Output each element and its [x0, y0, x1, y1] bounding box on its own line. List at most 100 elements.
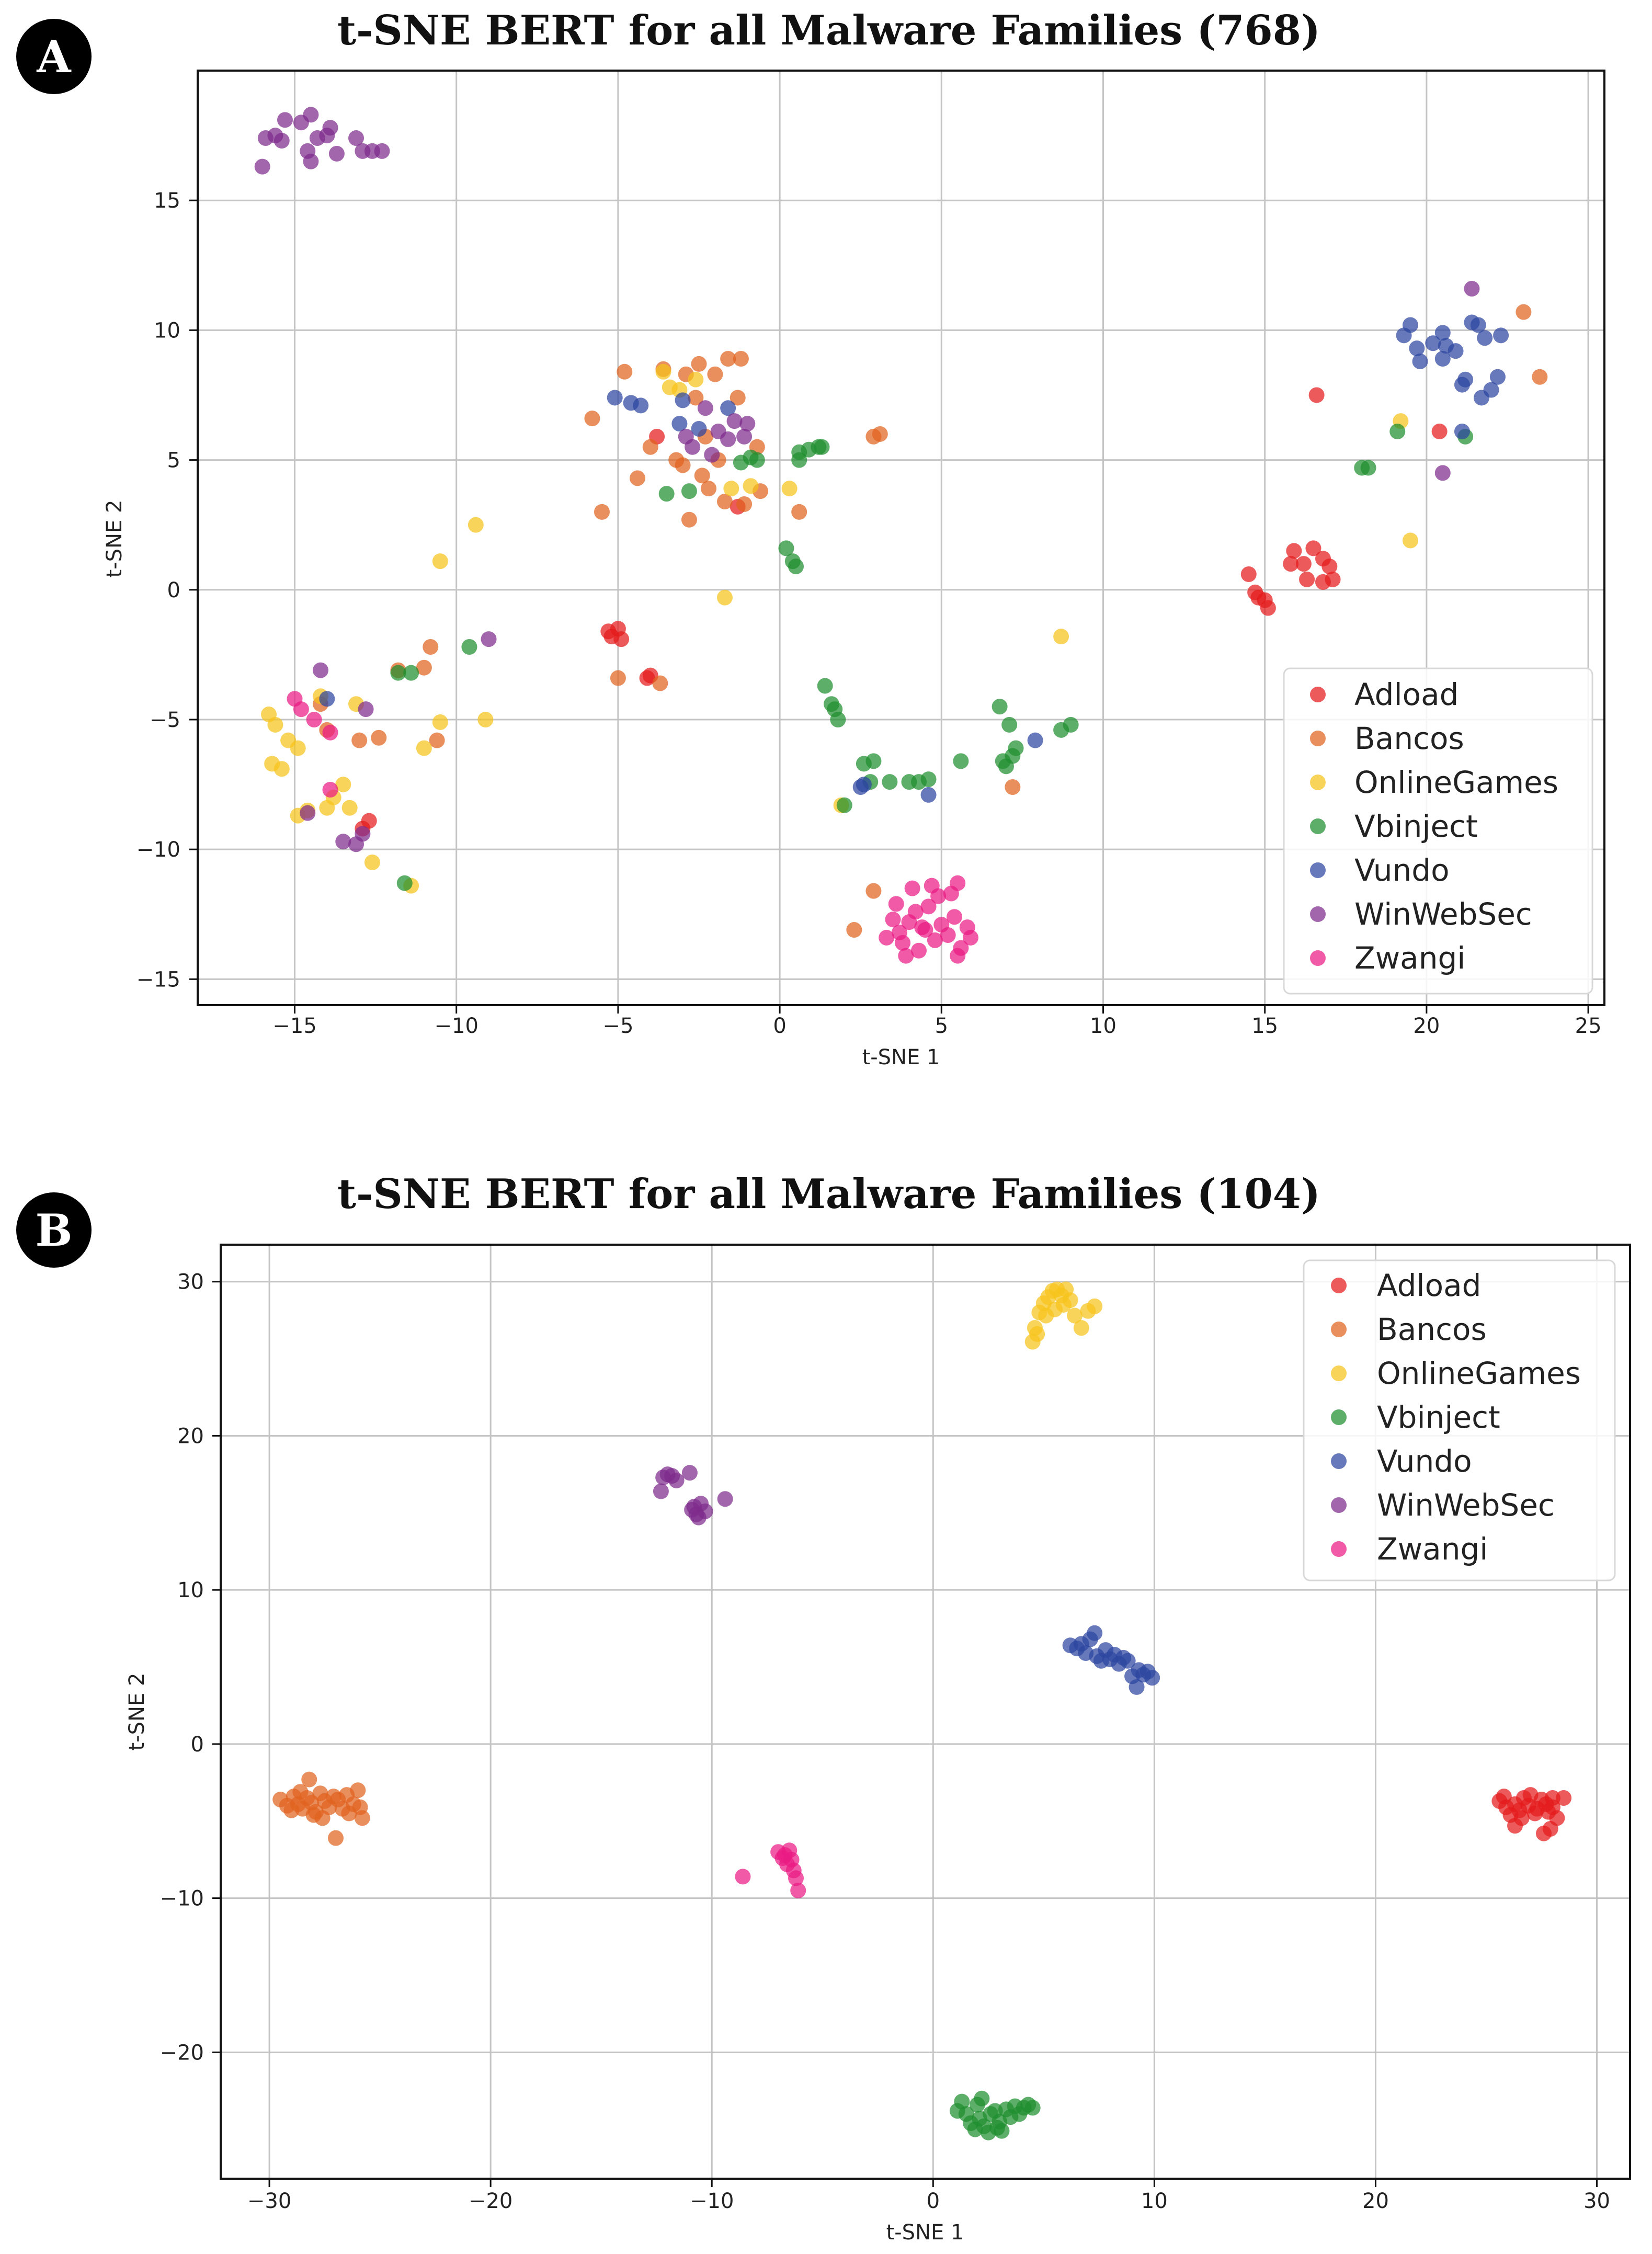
panel-a-point-vundo	[1434, 350, 1451, 367]
panel-a-point-bancos	[733, 350, 749, 367]
panel-a-point-bancos	[584, 411, 600, 427]
panel-a-point-vbinject	[778, 540, 794, 556]
panel-a-x-tick-label: 0	[773, 1014, 786, 1038]
panel-b-badge: B	[16, 1192, 92, 1268]
panel-a-point-bancos	[736, 496, 753, 512]
panel-a-point-vundo	[1402, 317, 1418, 333]
panel-a-point-bancos	[701, 481, 717, 497]
panel-a-point-vundo	[675, 392, 691, 408]
panel-b-point-vundo	[1129, 1679, 1145, 1695]
panel-b-legend-label-zwangi: Zwangi	[1377, 1531, 1488, 1567]
panel-a-point-winwebsec	[739, 416, 756, 432]
panel-a-point-winwebsec	[274, 133, 290, 149]
panel-a-point-bancos	[688, 390, 704, 406]
panel-a-legend-label-adload: Adload	[1354, 677, 1459, 712]
panel-a-x-tick-label: −15	[272, 1014, 316, 1038]
panel-a-point-bancos	[694, 468, 710, 484]
panel-b-x-label: t-SNE 1	[886, 2221, 964, 2245]
panel-a-x-tick-label: −5	[602, 1014, 633, 1038]
panel-a-x-tick-label: 5	[935, 1014, 948, 1038]
panel-a-y-label: t-SNE 2	[102, 500, 127, 578]
panel-a-y-tick-label: 10	[154, 318, 180, 343]
panel-a-point-vundo	[720, 400, 736, 416]
panel-a-legend-label-vbinject: Vbinject	[1354, 809, 1478, 844]
panel-a-point-winwebsec	[277, 112, 293, 128]
panel-a-point-bancos	[720, 350, 736, 367]
panel-a-legend-label-winwebsec: WinWebSec	[1354, 896, 1532, 932]
panel-b-y-tick-label: 10	[177, 1578, 204, 1602]
panel-b-series-zwangi	[735, 1842, 806, 1898]
panel-a-point-bancos	[865, 883, 882, 899]
panel-a-point-zwangi	[322, 781, 338, 798]
panel-a-series-onlinegames	[261, 363, 1418, 894]
panel-a-point-adload	[1260, 600, 1276, 616]
panel-a-point-onlinegames	[416, 740, 432, 756]
panel-a-point-bancos	[730, 390, 746, 406]
panel-b-legend-marker-onlinegames	[1331, 1365, 1347, 1381]
panel-a-legend-box	[1283, 667, 1593, 995]
panel-a-point-vundo	[1409, 340, 1425, 357]
panel-b-point-vundo	[1087, 1625, 1103, 1641]
panel-a-point-bancos	[642, 439, 658, 455]
panel-b-legend-marker-zwangi	[1331, 1541, 1347, 1557]
panel-b-x-tick-label: −30	[247, 2189, 291, 2213]
panel-a-point-vbinject	[830, 711, 846, 727]
panel-b-point-bancos	[292, 1784, 309, 1800]
panel-a-point-zwangi	[907, 904, 924, 920]
panel-b-point-winwebsec	[668, 1472, 685, 1488]
panel-a-point-vbinject	[788, 559, 804, 575]
panel-a-point-bancos	[610, 670, 626, 686]
panel-a-point-vundo	[1454, 423, 1470, 439]
panel-b-point-bancos	[301, 1771, 317, 1788]
panel-b-point-onlinegames	[1067, 1307, 1083, 1324]
panel-a-point-bancos	[630, 470, 646, 486]
panel-a-point-winwebsec	[704, 447, 720, 463]
panel-b-point-onlinegames	[1038, 1307, 1054, 1324]
panel-a-badge-letter: A	[36, 31, 72, 83]
panel-b-point-vundo	[1144, 1670, 1160, 1686]
panel-a-point-vbinject	[856, 756, 872, 772]
panel-b-badge-letter: B	[36, 1204, 73, 1256]
panel-b-series-vundo	[1062, 1625, 1160, 1695]
panel-a-legend-label-bancos: Bancos	[1354, 721, 1464, 756]
panel-a-point-vbinject	[817, 678, 833, 694]
panel-a-point-adload	[1305, 540, 1321, 556]
panel-a-point-vundo	[920, 787, 937, 803]
panel-a-legend-label-vundo: Vundo	[1354, 852, 1450, 888]
panel-b-legend-label-bancos: Bancos	[1377, 1312, 1487, 1347]
panel-b-point-vbinject	[1024, 2100, 1041, 2116]
panel-a-point-zwangi	[950, 875, 966, 891]
panel-a-point-zwangi	[911, 942, 927, 959]
panel-a-point-onlinegames	[432, 553, 448, 570]
panel-a-point-bancos	[416, 659, 432, 676]
panel-a-legend-marker-onlinegames	[1310, 775, 1326, 790]
panel-a-x-tick-label: 10	[1090, 1014, 1116, 1038]
panel-a-points	[254, 107, 1548, 964]
panel-a-point-adload	[1283, 556, 1299, 572]
panel-a-point-vundo	[1425, 335, 1441, 351]
panel-a-point-onlinegames	[341, 800, 358, 816]
panel-a-point-zwangi	[904, 880, 920, 896]
panel-a-point-winwebsec	[348, 130, 364, 146]
panel-b-points	[272, 1281, 1572, 2141]
panel-b-y-tick-label: 20	[177, 1424, 204, 1448]
panel-a-point-zwangi	[306, 711, 322, 727]
panel-a-point-vbinject	[998, 758, 1014, 775]
panel-a-point-adload	[1286, 543, 1302, 559]
panel-a-point-onlinegames	[655, 363, 671, 380]
panel-b-point-winwebsec	[686, 1499, 702, 1515]
panel-b-point-bancos	[314, 1810, 331, 1826]
panel-a-point-adload	[1325, 571, 1341, 587]
panel-a-point-vbinject	[461, 639, 477, 655]
panel-b-legend-marker-winwebsec	[1331, 1497, 1347, 1513]
panel-a-point-vbinject	[1360, 460, 1376, 476]
panel-b-point-bancos	[341, 1805, 357, 1822]
panel-a-point-winwebsec	[335, 834, 351, 850]
panel-b-y-ticks: −20 −10 0 10 20 30	[160, 1270, 221, 2065]
panel-b-x-ticks: −30 −20 −10 0 10 20 30	[247, 2179, 1610, 2213]
panel-b-x-tick-label: −10	[690, 2189, 734, 2213]
panel-a-point-adload	[1308, 387, 1325, 403]
panel-a-series-zwangi	[287, 691, 978, 964]
panel-a-point-winwebsec	[300, 805, 316, 821]
panel-a-point-winwebsec	[736, 428, 753, 445]
